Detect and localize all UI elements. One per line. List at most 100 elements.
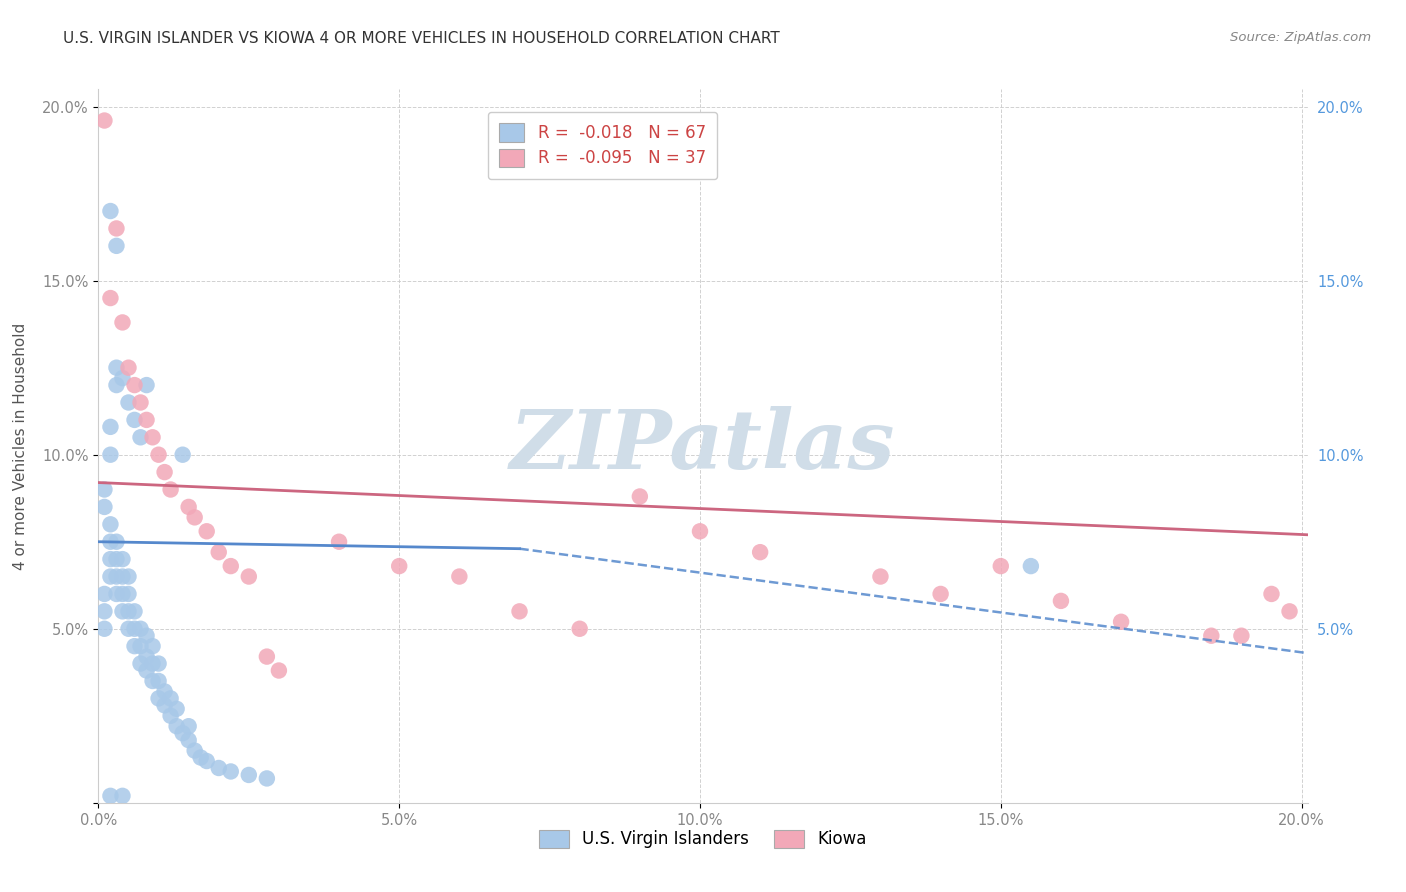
Point — [100, 534, 122, 549]
Point — [208, 761, 231, 775]
Point — [148, 657, 170, 671]
Point — [148, 673, 170, 688]
Point — [153, 465, 176, 479]
Point — [117, 622, 139, 636]
Point — [135, 664, 157, 678]
Point — [129, 622, 152, 636]
Point — [100, 204, 122, 219]
Point — [328, 534, 350, 549]
Y-axis label: 4 or more Vehicles in Household: 4 or more Vehicles in Household — [13, 322, 28, 570]
Text: Source: ZipAtlas.com: Source: ZipAtlas.com — [1230, 31, 1371, 45]
Point — [129, 639, 152, 653]
Point — [93, 622, 115, 636]
Point — [93, 587, 115, 601]
Point — [148, 691, 170, 706]
Point — [105, 587, 128, 601]
Point — [93, 604, 115, 618]
Point — [117, 360, 139, 375]
Point — [105, 534, 128, 549]
Point — [509, 604, 531, 618]
Point — [628, 490, 651, 504]
Point — [172, 726, 194, 740]
Point — [129, 657, 152, 671]
Point — [1109, 615, 1132, 629]
Point — [159, 483, 181, 497]
Point — [135, 629, 157, 643]
Point — [1278, 604, 1301, 618]
Point — [177, 500, 200, 514]
Point — [219, 764, 242, 779]
Point — [117, 587, 139, 601]
Point — [111, 587, 134, 601]
Point — [1230, 629, 1253, 643]
Point — [142, 639, 165, 653]
Point — [124, 604, 146, 618]
Point — [135, 378, 157, 392]
Point — [100, 517, 122, 532]
Point — [749, 545, 772, 559]
Point — [153, 684, 176, 698]
Point — [100, 789, 122, 803]
Point — [153, 698, 176, 713]
Point — [93, 113, 115, 128]
Point — [124, 622, 146, 636]
Point — [388, 559, 411, 574]
Text: ZIPatlas: ZIPatlas — [510, 406, 896, 486]
Point — [177, 719, 200, 733]
Point — [111, 789, 134, 803]
Point — [142, 430, 165, 444]
Point — [142, 657, 165, 671]
Point — [93, 483, 115, 497]
Point — [238, 768, 260, 782]
Point — [93, 500, 115, 514]
Point — [1201, 629, 1223, 643]
Point — [195, 754, 218, 768]
Point — [267, 664, 290, 678]
Point — [111, 371, 134, 385]
Point — [124, 639, 146, 653]
Text: U.S. VIRGIN ISLANDER VS KIOWA 4 OR MORE VEHICLES IN HOUSEHOLD CORRELATION CHART: U.S. VIRGIN ISLANDER VS KIOWA 4 OR MORE … — [63, 31, 780, 46]
Point — [117, 569, 139, 583]
Point — [449, 569, 471, 583]
Point — [124, 413, 146, 427]
Point — [208, 545, 231, 559]
Point — [111, 315, 134, 329]
Point — [105, 552, 128, 566]
Legend: U.S. Virgin Islanders, Kiowa: U.S. Virgin Islanders, Kiowa — [533, 823, 873, 855]
Point — [105, 378, 128, 392]
Point — [177, 733, 200, 747]
Point — [148, 448, 170, 462]
Point — [568, 622, 591, 636]
Point — [159, 691, 181, 706]
Point — [117, 395, 139, 409]
Point — [111, 552, 134, 566]
Point — [105, 221, 128, 235]
Point — [929, 587, 952, 601]
Point — [1050, 594, 1073, 608]
Point — [869, 569, 891, 583]
Point — [166, 702, 188, 716]
Point — [111, 604, 134, 618]
Point — [124, 378, 146, 392]
Point — [142, 673, 165, 688]
Point — [100, 448, 122, 462]
Point — [129, 395, 152, 409]
Point — [689, 524, 711, 539]
Point — [105, 569, 128, 583]
Point — [111, 569, 134, 583]
Point — [117, 604, 139, 618]
Point — [135, 649, 157, 664]
Point — [219, 559, 242, 574]
Point — [100, 552, 122, 566]
Point — [172, 448, 194, 462]
Point — [100, 420, 122, 434]
Point — [1260, 587, 1282, 601]
Point — [100, 569, 122, 583]
Point — [159, 708, 181, 723]
Point — [183, 510, 205, 524]
Point — [1019, 559, 1042, 574]
Point — [105, 360, 128, 375]
Point — [183, 743, 205, 757]
Point — [990, 559, 1012, 574]
Point — [238, 569, 260, 583]
